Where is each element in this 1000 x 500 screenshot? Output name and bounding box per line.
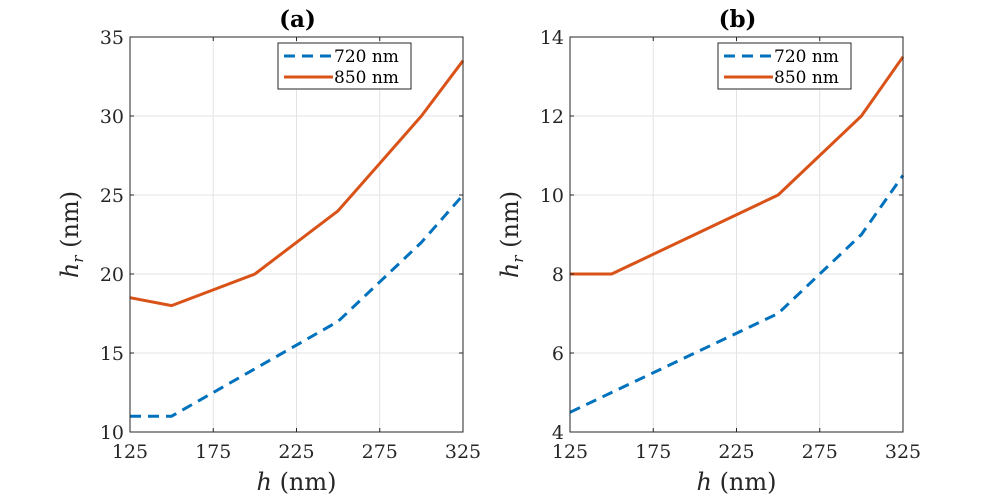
panel-title: (b): [719, 6, 757, 33]
legend-label: 720 nm: [334, 47, 399, 67]
y-tick-label: 10: [540, 185, 564, 207]
y-tick-label: 15: [100, 343, 124, 365]
panel-a: 125 175 225 275 325 10 15 20 25 30 35 (a) h (nm) hr (…: [56, 6, 481, 496]
x-tick-label: 275: [802, 441, 838, 463]
y-tick-label: 25: [100, 185, 124, 207]
y-axis-label: hr (nm): [496, 191, 527, 278]
y-tick-label: 6: [552, 343, 564, 365]
legend-box: [277, 42, 412, 90]
x-axis-label: h (nm): [256, 468, 336, 496]
x-tick-label: 175: [635, 441, 671, 463]
series-line-850-nm: [570, 55, 905, 276]
series-line-720-nm: [569, 174, 905, 414]
x-tick-label: 325: [445, 441, 481, 463]
x-tick-label: 225: [278, 441, 314, 463]
y-tick-label: 35: [100, 27, 124, 49]
panel-title: (a): [279, 6, 316, 33]
legend-label: 720 nm: [774, 47, 839, 67]
x-tick-label: 225: [718, 441, 754, 463]
y-tick-label: 20: [100, 264, 124, 286]
x-tick-label: 275: [362, 441, 398, 463]
x-tick-label: 175: [195, 441, 231, 463]
legend-label: 850 nm: [334, 68, 399, 88]
x-tick-label: 125: [552, 441, 588, 463]
x-tick-label: 325: [885, 441, 921, 463]
legend-label: 850 nm: [774, 68, 839, 88]
panel-b: 125 175 225 275 325 4 6 8 10 12 14 (b) h (nm) hr (nm)…: [496, 6, 921, 496]
y-tick-label: 10: [100, 422, 124, 444]
series-line-850-nm: [129, 59, 465, 308]
series-line-720-nm: [130, 194, 465, 418]
y-tick-label: 14: [540, 27, 564, 49]
x-tick-label: 125: [112, 441, 148, 463]
y-axis-label: hr (nm): [56, 191, 87, 278]
legend-box: [717, 42, 852, 90]
y-tick-label: 4: [552, 422, 564, 444]
y-tick-label: 30: [100, 106, 124, 128]
y-tick-label: 12: [540, 106, 564, 128]
y-tick-label: 8: [552, 264, 564, 286]
x-axis-label: h (nm): [696, 468, 776, 496]
